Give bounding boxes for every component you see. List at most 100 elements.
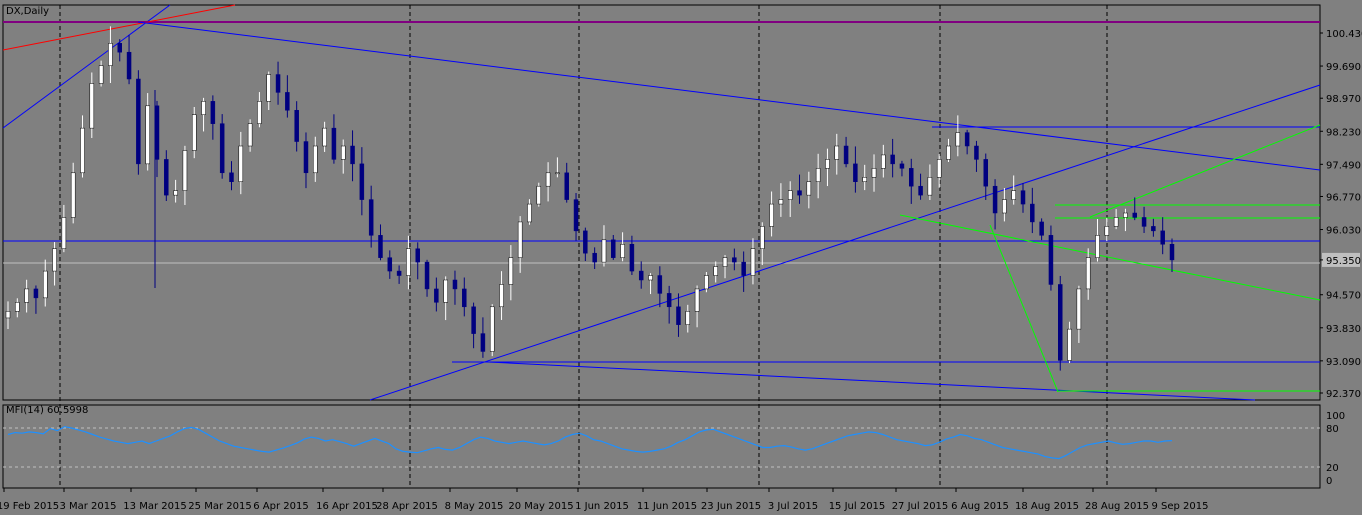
candle-body: [983, 159, 989, 187]
candle-body: [70, 172, 76, 218]
candle-body: [1011, 190, 1016, 200]
trendlines: [2, 4, 1321, 401]
y-tick-label: 99.690: [1326, 62, 1361, 73]
candle-body: [5, 311, 11, 319]
candle-body: [396, 270, 402, 276]
candle-body: [1113, 217, 1119, 227]
candle-body: [191, 114, 197, 151]
candle-body: [406, 248, 411, 276]
x-tick-label: 13 Mar 2015: [123, 501, 186, 512]
mfi-level-label: 20: [1326, 463, 1339, 474]
x-tick-label: 27 Jul 2015: [892, 501, 949, 512]
mfi-line: [7, 426, 1173, 460]
candlestick-series: [5, 26, 1175, 371]
candle-body: [42, 270, 48, 299]
y-tick-label: 93.830: [1326, 324, 1361, 335]
x-tick-label: 23 Jun 2015: [701, 501, 761, 512]
candle-body: [601, 239, 607, 263]
candle-body: [676, 306, 681, 325]
candle-body: [750, 248, 756, 276]
trendline: [989, 224, 1059, 393]
candle-body: [80, 127, 85, 174]
chart-axes: 19 Feb 2015 3 Mar 2015 13 Mar 2015 25 Mar 2…: [0, 29, 1362, 512]
candle-body: [15, 302, 20, 312]
candle-body: [890, 154, 895, 165]
main-chart-frame: [2, 4, 1321, 401]
candle-body: [1039, 221, 1044, 236]
candle-body: [108, 43, 113, 66]
x-tick-label: 20 May 2015: [508, 501, 573, 512]
x-tick-label: 11 Jun 2015: [637, 501, 697, 512]
candle-body: [238, 145, 244, 182]
trendline: [369, 84, 1321, 401]
candle-body: [443, 279, 448, 303]
candle-body: [1030, 203, 1035, 223]
candle-body: [834, 145, 840, 160]
candle-body: [387, 257, 393, 272]
candle-body: [98, 65, 104, 84]
candle-body: [1076, 288, 1082, 330]
mfi-level-label: 100: [1326, 411, 1345, 422]
candle-body: [266, 74, 271, 102]
candle-body: [1085, 257, 1091, 290]
trendline: [2, 4, 236, 51]
candle-body: [1160, 230, 1165, 245]
mfi-level-label: 80: [1326, 424, 1339, 435]
candle-body: [564, 172, 569, 200]
candle-body: [275, 74, 281, 93]
candle-body: [313, 145, 318, 174]
candle-body: [657, 275, 663, 294]
candle-body: [1048, 235, 1054, 285]
candle-body: [285, 92, 290, 111]
candle-body: [1132, 212, 1138, 218]
candle-body: [247, 123, 253, 147]
candle-body: [173, 190, 178, 196]
y-tick-label: 96.770: [1326, 192, 1361, 203]
y-tick-label: 98.970: [1326, 94, 1361, 105]
candle-body: [471, 306, 476, 334]
trendline: [899, 214, 1321, 301]
mfi-panel-frame: [2, 404, 1321, 489]
candle-body: [778, 199, 784, 205]
candle-body: [685, 311, 691, 325]
candle-body: [52, 248, 57, 272]
candle-body: [974, 145, 979, 160]
candle-body: [843, 145, 849, 165]
y-tick-label: 94.570: [1326, 291, 1361, 302]
candle-body: [331, 127, 337, 160]
candle-body: [229, 172, 234, 182]
trendline: [1089, 124, 1321, 218]
x-tick-label: 28 Aug 2015: [1085, 501, 1149, 512]
candle-body: [164, 159, 169, 196]
candle-body: [33, 288, 39, 299]
candle-body: [722, 257, 728, 267]
candle-body: [117, 43, 122, 53]
candle-body: [350, 145, 355, 165]
candle-body: [648, 275, 653, 281]
chart-grid: [2, 4, 1321, 489]
y-tick-label: 100.430: [1326, 29, 1362, 40]
candle-body: [126, 51, 132, 80]
candle-body: [629, 244, 635, 272]
y-tick-label: 98.230: [1326, 127, 1361, 138]
candle-body: [825, 159, 830, 169]
candle-body: [340, 145, 346, 160]
x-tick-label: 19 Feb 2015: [0, 501, 59, 512]
candle-body: [517, 221, 523, 258]
candle-body: [359, 163, 365, 200]
candle-body: [1104, 226, 1110, 236]
candle-body: [573, 199, 579, 232]
candle-body: [918, 185, 923, 196]
candle-body: [489, 306, 495, 352]
candle-body: [182, 150, 188, 191]
candle-body: [136, 78, 141, 165]
x-tick-label: 18 Aug 2015: [1015, 501, 1079, 512]
mfi-indicator-panel: 100 80 20 0: [3, 411, 1345, 487]
trendline: [2, 4, 171, 129]
x-tick-label: 9 Sep 2015: [1151, 501, 1208, 512]
candle-body: [862, 177, 867, 182]
candle-body: [201, 101, 206, 115]
candle-body: [499, 284, 504, 308]
candle-body: [946, 145, 951, 160]
